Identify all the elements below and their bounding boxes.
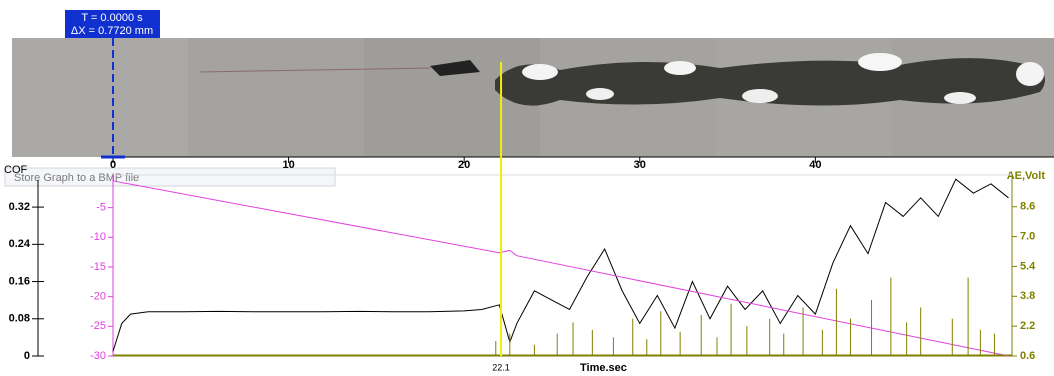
y2-tick-label: 2.2 [1020,320,1035,332]
data-line [113,179,1008,351]
y-tick-label: 0 [24,350,30,362]
y3-tick-label: -5 [96,202,106,214]
y-tick-label: 0.32 [9,201,30,213]
micrograph [12,38,1054,157]
x-tick-label: 10 [282,159,294,171]
x-tick-label: 20 [458,159,470,171]
y2-tick-label: 7.0 [1020,230,1035,242]
y2-tick-label: 8.6 [1020,201,1035,213]
y-tick-label: 0.08 [9,313,30,325]
y2-tick-label: 5.4 [1020,260,1036,272]
chart: T = 0.0000 s ΔX = 0.7720 mm Store Graph … [0,0,1054,376]
y3-tick-label: -25 [90,320,106,332]
y-axis-label: COF [4,164,28,176]
data-line [113,181,1008,356]
y2-tick-label: 3.8 [1020,290,1035,302]
x-tick-label: 30 [634,159,646,171]
y3-tick-label: -10 [90,231,106,243]
cursor-dx: ΔX = 0.7720 mm [71,25,153,37]
y-tick-label: 0.16 [9,275,30,287]
y2-tick-label: 0.6 [1020,350,1035,362]
cursor-value: 22.1 [492,362,510,372]
y-tick-label: 0.24 [9,238,31,250]
y3-tick-label: -15 [90,261,106,273]
cursor-time: T = 0.0000 s [81,12,143,24]
x-axis-label: Time.sec [580,362,627,374]
y3-tick-label: -30 [90,350,106,362]
x-tick-label: 0 [110,159,116,171]
y3-tick-label: -20 [90,291,106,303]
x-tick-label: 40 [809,159,821,171]
